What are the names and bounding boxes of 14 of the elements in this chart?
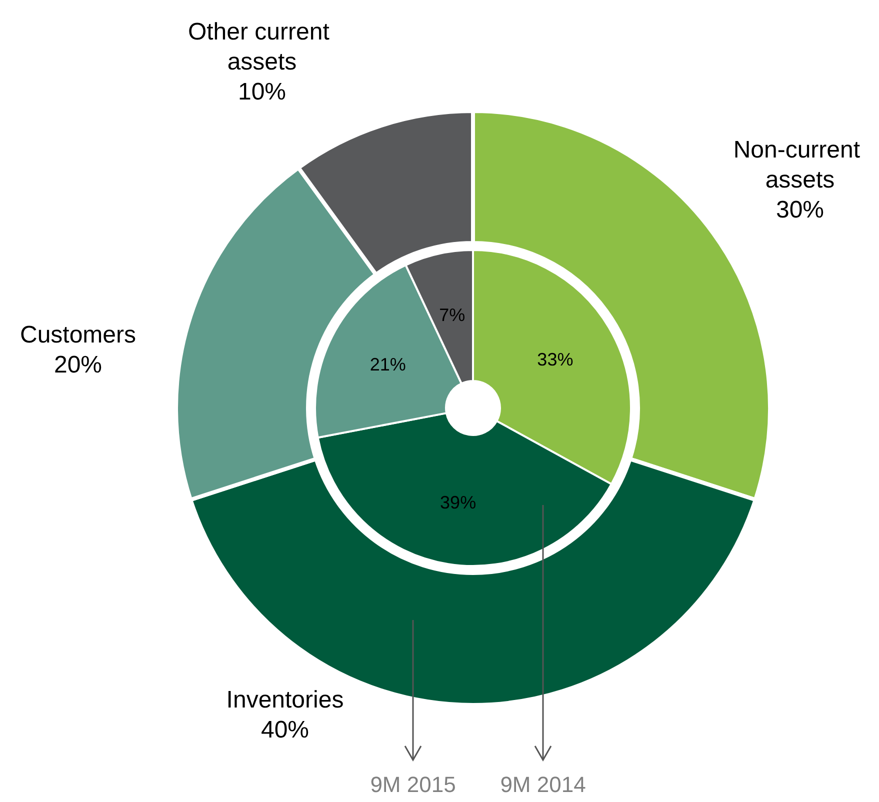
slice-label: Non-current assets [733,136,867,194]
slice-label: Inventories [226,686,344,714]
data-label: 7% [439,304,466,325]
data-label: 40% [260,716,310,744]
data-label: 21% [370,354,406,375]
legend-label: 9M 2015 [370,772,456,798]
slice-label: Customers [20,322,136,348]
data-label: 30% [776,196,824,224]
data-label: 10% [238,78,286,106]
slice-label: Other current assets [188,18,336,76]
legend-label: 9M 2014 [500,772,586,798]
data-label: 33% [537,349,574,370]
data-label: 39% [440,492,476,512]
data-label: 20% [54,352,102,378]
